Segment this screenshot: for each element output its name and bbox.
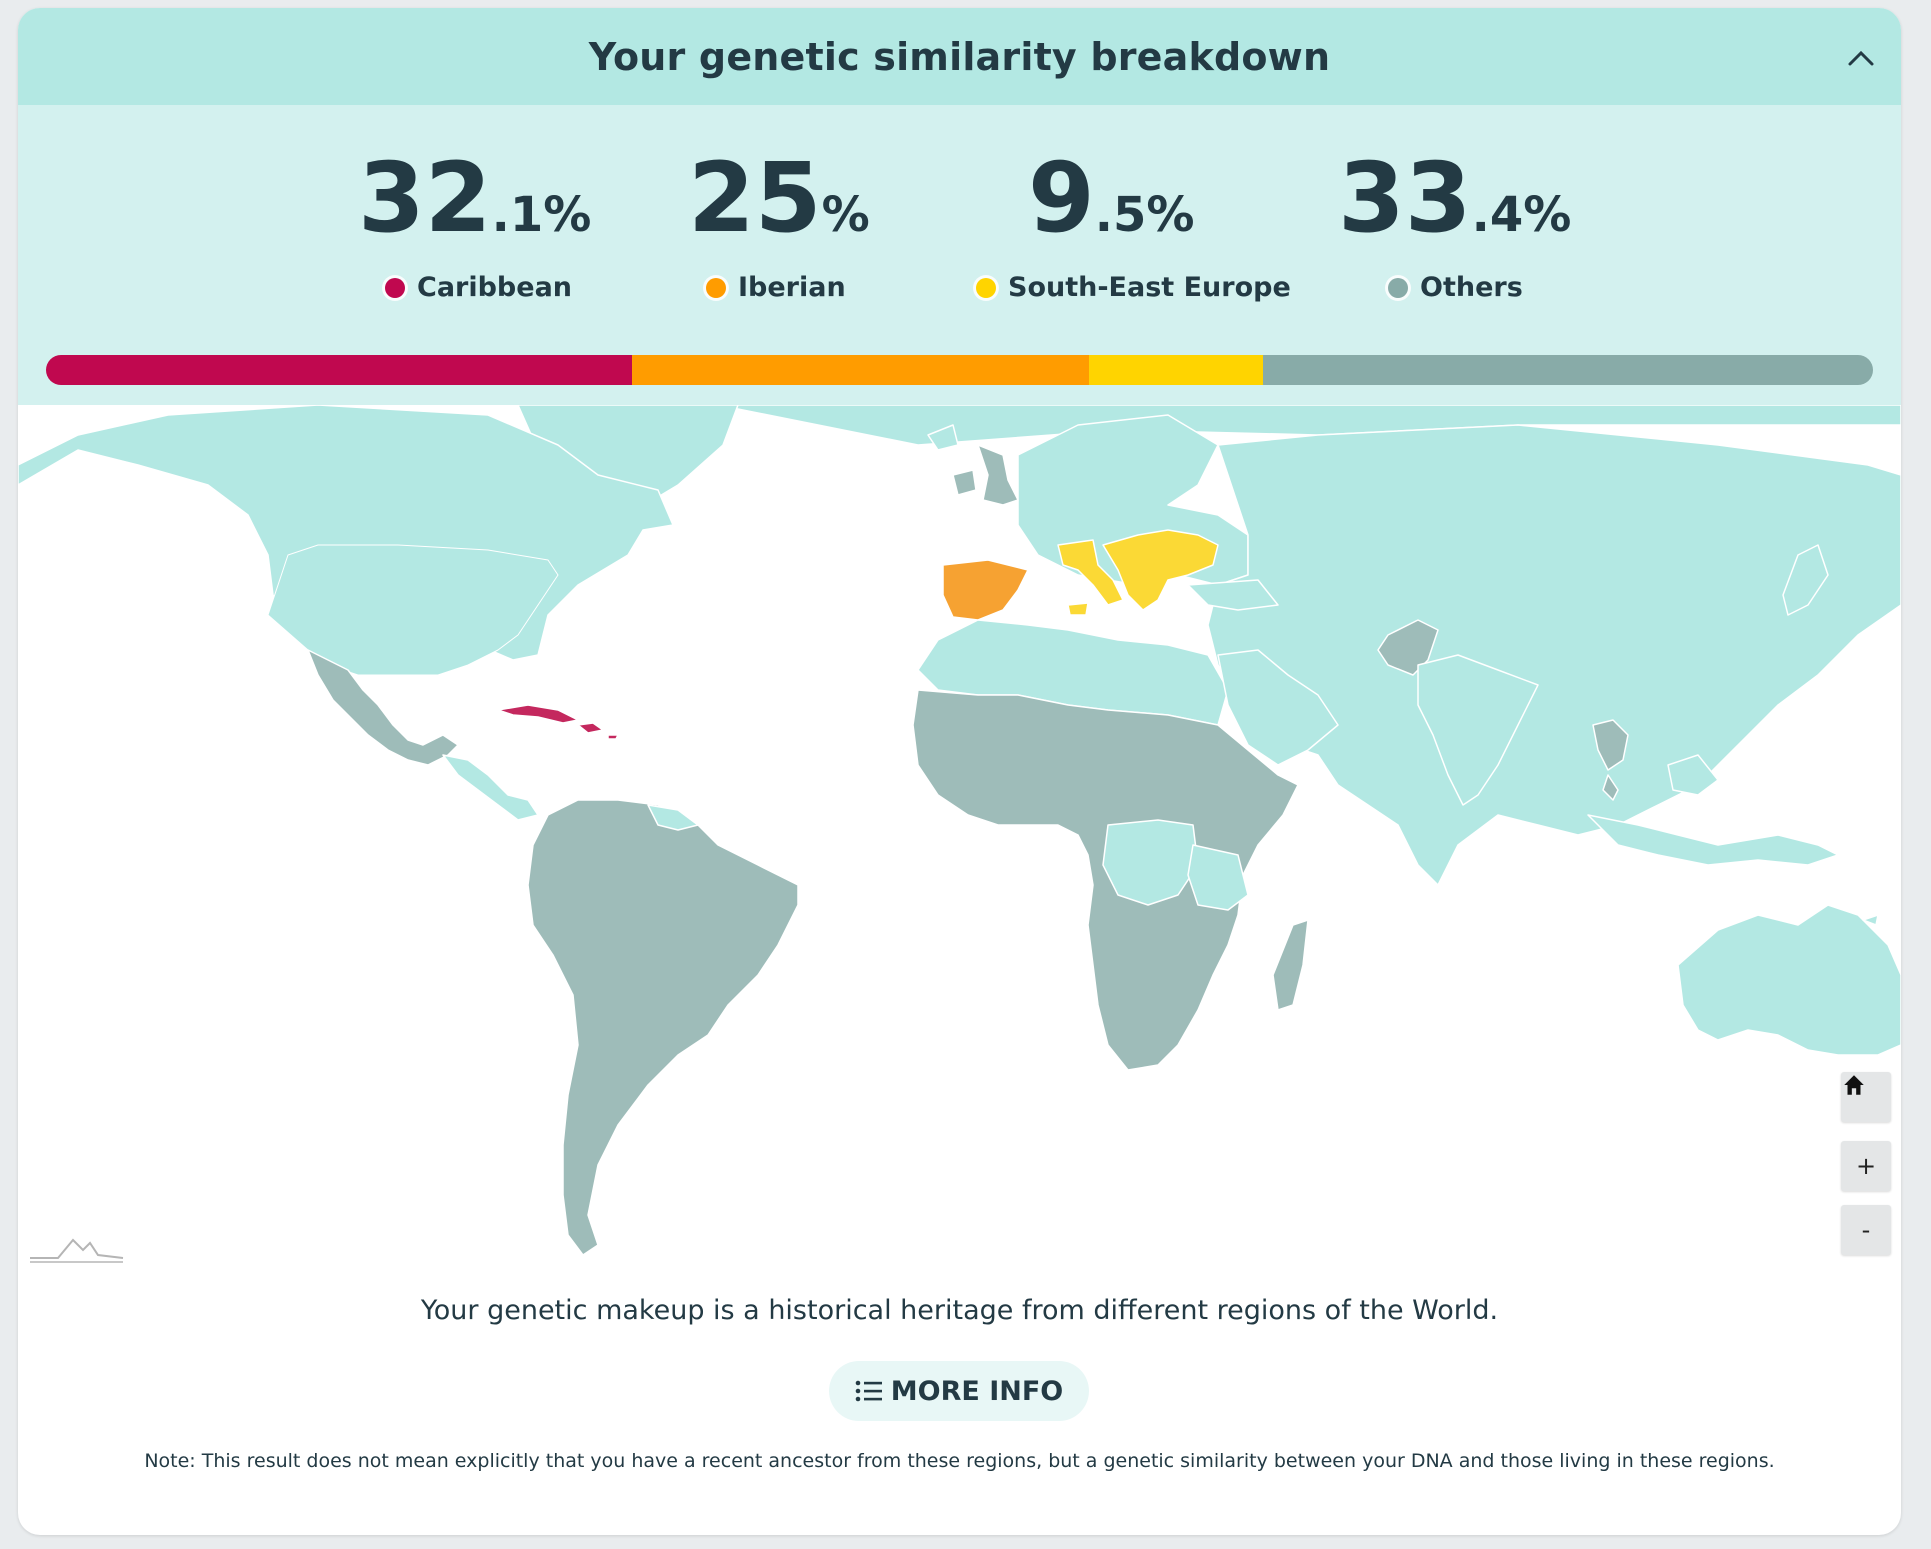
legend-dot <box>1388 277 1408 298</box>
region-label: Iberian <box>738 272 846 303</box>
world-map[interactable]: + - <box>18 405 1901 1275</box>
mexico <box>307 649 459 766</box>
percentage-value: 25% <box>688 142 870 254</box>
more-info-label: MORE INFO <box>890 1375 1064 1407</box>
ancestry-card: Your genetic similarity breakdown 32.1% … <box>18 8 1901 1535</box>
italy <box>1057 539 1124 606</box>
zoom-out-button[interactable]: - <box>1841 1205 1891 1255</box>
percentage-value: 32.1% <box>358 142 592 254</box>
breakdown-summary: 32.1% Caribbean 25% Iberian 9.5% South-E… <box>18 105 1901 405</box>
home-icon[interactable] <box>1841 1072 1891 1122</box>
zoom-in-button[interactable]: + <box>1841 1141 1891 1191</box>
stat-south-east-europe: 9.5% South-East Europe <box>958 150 1291 303</box>
bar-segment-iberian <box>632 355 1090 385</box>
breakdown-bar <box>46 355 1873 385</box>
thailand <box>1592 719 1629 771</box>
percentage-value: 33.4% <box>1338 142 1572 254</box>
tanzania <box>1187 844 1249 911</box>
percentage-value: 9.5% <box>1028 142 1195 254</box>
region-label: Caribbean <box>417 272 573 303</box>
bar-segment-south-east-europe <box>1089 355 1263 385</box>
mountain-logo-icon <box>30 1238 124 1263</box>
sub-saharan-africa <box>912 689 1299 1071</box>
balkans <box>1102 529 1219 611</box>
list-icon <box>855 1380 882 1402</box>
legend-dot <box>976 277 996 298</box>
bar-segment-others <box>1262 355 1873 385</box>
india <box>1417 654 1539 806</box>
iberia <box>942 559 1029 621</box>
region-label: Others <box>1420 272 1523 303</box>
card-title: Your genetic similarity breakdown <box>588 34 1331 79</box>
madagascar <box>1272 919 1309 1011</box>
legend-dot <box>385 277 405 298</box>
chevron-up-icon[interactable] <box>1841 38 1881 78</box>
bar-segment-caribbean <box>46 355 633 385</box>
drc <box>1102 819 1199 906</box>
more-info-button[interactable]: MORE INFO <box>829 1361 1089 1421</box>
stat-iberian: 25% Iberian <box>688 150 870 303</box>
card-header[interactable]: Your genetic similarity breakdown <box>18 8 1901 105</box>
disclaimer-note: Note: This result does not mean explicit… <box>144 1450 1775 1472</box>
uk <box>977 444 1019 506</box>
stat-caribbean: 32.1% Caribbean <box>358 150 591 303</box>
stat-others: 33.4% Others <box>1338 150 1571 303</box>
australia <box>1677 904 1901 1056</box>
region-label: South-East Europe <box>1008 272 1291 303</box>
south-america <box>527 799 799 1256</box>
caribbean-cuba <box>497 704 579 724</box>
heritage-text: Your genetic makeup is a historical heri… <box>420 1295 1499 1326</box>
legend-dot <box>706 277 726 298</box>
world-map-svg[interactable] <box>18 405 1901 1275</box>
asia <box>1207 424 1901 886</box>
